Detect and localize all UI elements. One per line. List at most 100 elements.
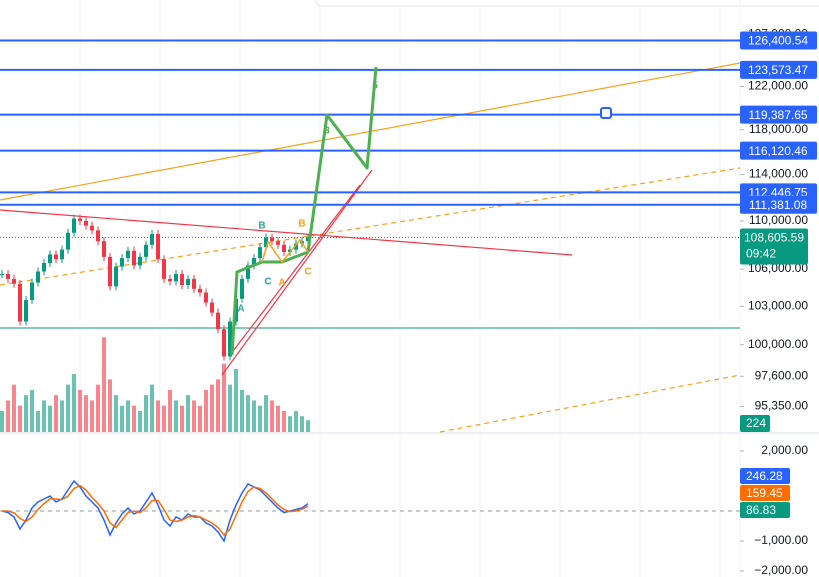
volume-bar bbox=[120, 405, 124, 432]
volume-bar bbox=[204, 389, 208, 432]
candle bbox=[264, 237, 268, 248]
candle bbox=[282, 244, 286, 253]
volume-bar bbox=[246, 395, 250, 432]
volume bbox=[0, 337, 310, 432]
volume-bar bbox=[192, 400, 196, 432]
volume-bar bbox=[102, 337, 106, 432]
trend-line-dashed bbox=[439, 374, 741, 433]
candle bbox=[162, 259, 166, 279]
wave-label: A bbox=[278, 278, 285, 289]
volume-bar bbox=[66, 384, 70, 432]
volume-bar bbox=[96, 384, 100, 432]
volume-bar bbox=[252, 400, 256, 432]
candle bbox=[150, 233, 154, 245]
y-tick-label: 103,000.00 bbox=[748, 299, 808, 313]
candle bbox=[24, 300, 28, 322]
level-box bbox=[740, 105, 817, 124]
volume-bar bbox=[138, 410, 142, 432]
candle bbox=[108, 256, 112, 287]
candle bbox=[270, 237, 274, 242]
candle bbox=[222, 329, 226, 357]
y-tick-label: 114,000.00 bbox=[749, 167, 808, 181]
volume-bar bbox=[156, 400, 160, 432]
wave-path bbox=[230, 66, 378, 356]
candle bbox=[246, 265, 250, 279]
candle bbox=[96, 230, 100, 242]
volume-bar bbox=[90, 400, 94, 432]
candle bbox=[30, 282, 34, 301]
wave-sub bbox=[261, 238, 309, 264]
candle bbox=[126, 250, 130, 259]
volume-bar bbox=[18, 405, 22, 432]
candle bbox=[294, 243, 298, 250]
volume-bar bbox=[24, 395, 28, 432]
volume-bar bbox=[78, 389, 82, 432]
volume-bar bbox=[288, 416, 292, 432]
candle bbox=[306, 237, 310, 242]
volume-bar bbox=[36, 410, 40, 432]
candle bbox=[252, 258, 256, 266]
volume-bar bbox=[42, 400, 46, 432]
indicator-box bbox=[740, 485, 790, 501]
wave-label: B bbox=[258, 221, 265, 232]
candle bbox=[66, 232, 70, 250]
candle bbox=[192, 278, 196, 289]
candle bbox=[186, 278, 190, 286]
candle bbox=[84, 220, 88, 226]
volume-bar bbox=[126, 400, 130, 432]
candle bbox=[132, 250, 136, 266]
y-tick-label: −1,000.00 bbox=[754, 533, 808, 547]
candle bbox=[144, 244, 148, 257]
level-box bbox=[740, 195, 817, 214]
y-tick-label: 122,000.00 bbox=[748, 79, 808, 93]
drag-handle[interactable] bbox=[600, 107, 612, 119]
level-box bbox=[740, 31, 817, 50]
volume-bar bbox=[6, 400, 10, 432]
price-axis: 127,000.00122,000.00118,000.00114,000.00… bbox=[740, 26, 817, 577]
candle bbox=[36, 271, 40, 283]
level-box bbox=[740, 141, 817, 160]
candle bbox=[258, 247, 262, 259]
level-label: 111,381.08 bbox=[749, 198, 808, 212]
indicator-box bbox=[740, 468, 790, 484]
indicator-label: 246.28 bbox=[746, 469, 783, 483]
indicator-label: 159.45 bbox=[746, 486, 783, 500]
volume-bar bbox=[144, 395, 148, 432]
volume-bar bbox=[186, 395, 190, 432]
volume-bar bbox=[108, 379, 112, 432]
volume-bar bbox=[30, 389, 34, 432]
volume-bar bbox=[294, 410, 298, 432]
y-tick-label: −2,000.00 bbox=[754, 563, 808, 577]
volume-bar bbox=[60, 400, 64, 432]
candle bbox=[168, 278, 172, 282]
y-tick-label: 110,000.00 bbox=[749, 213, 808, 227]
volume-bar bbox=[0, 410, 4, 432]
volume-bar bbox=[84, 395, 88, 432]
candle bbox=[18, 283, 22, 322]
volume-bar bbox=[12, 384, 16, 432]
candle bbox=[90, 225, 94, 231]
volume-bar bbox=[306, 420, 310, 432]
volume-bar bbox=[276, 405, 280, 432]
last-price-label: 108,605.59 bbox=[744, 231, 804, 245]
candle bbox=[60, 249, 64, 260]
volume-bar bbox=[54, 395, 58, 432]
candle bbox=[156, 233, 160, 260]
level-label: 123,573.47 bbox=[748, 63, 808, 77]
volume-bar bbox=[132, 405, 136, 432]
wave-label: A bbox=[237, 304, 244, 315]
wave-label: B bbox=[298, 219, 305, 230]
volume-bar bbox=[222, 363, 226, 432]
volume-bar bbox=[228, 384, 232, 432]
candle bbox=[42, 262, 46, 272]
y-tick-label: 97,600.00 bbox=[755, 368, 809, 382]
candle bbox=[54, 254, 58, 260]
candle bbox=[102, 241, 106, 257]
wave-label: 3 bbox=[324, 126, 330, 137]
y-tick-label: 106,000.00 bbox=[748, 261, 808, 275]
indicator bbox=[0, 450, 744, 572]
volume-box bbox=[740, 415, 770, 432]
candle bbox=[6, 273, 10, 279]
